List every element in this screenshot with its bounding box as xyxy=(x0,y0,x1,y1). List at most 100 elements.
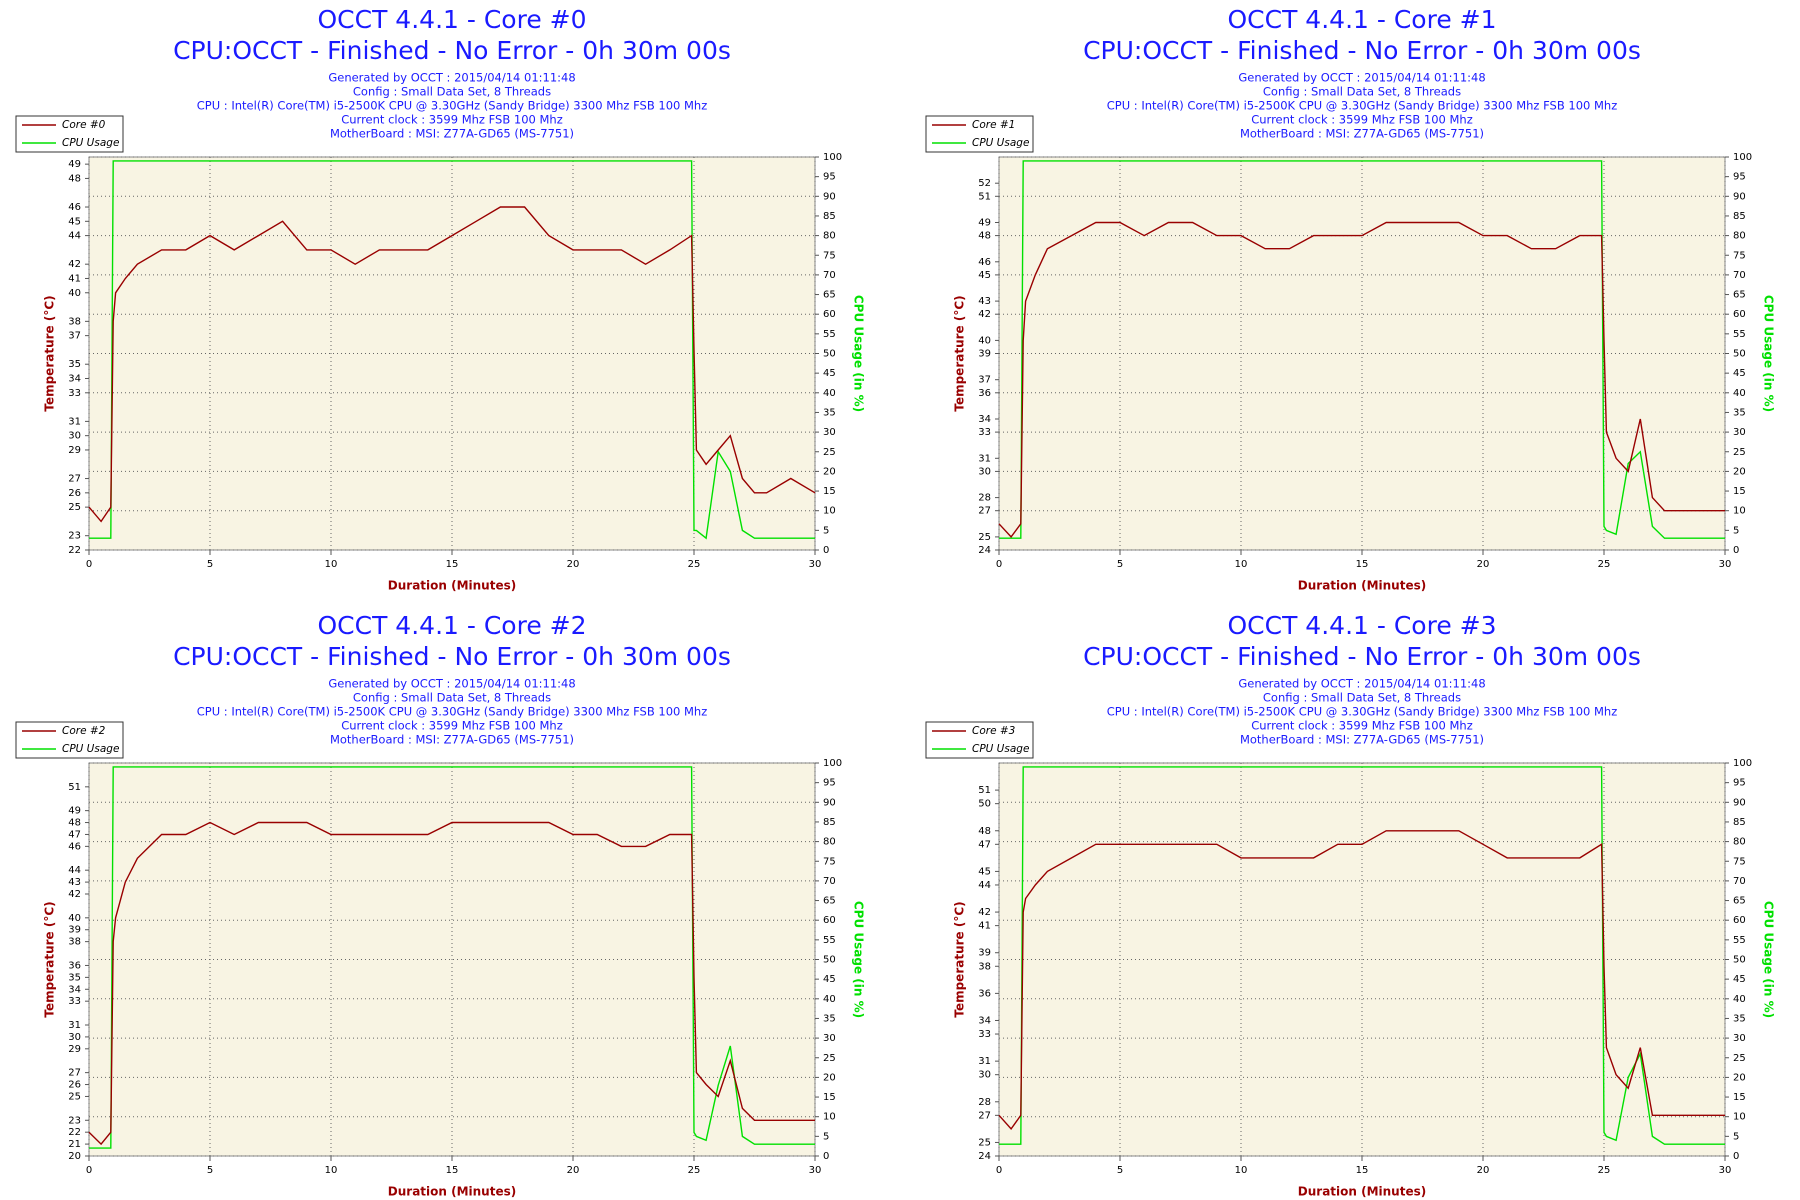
x-tick-label: 15 xyxy=(1356,1165,1369,1176)
y-tick-label: 40 xyxy=(978,335,991,346)
x-axis-label: Duration (Minutes) xyxy=(1298,579,1426,593)
y-tick-label: 28 xyxy=(978,1097,991,1108)
y-tick-label: 44 xyxy=(68,865,81,876)
y2-tick-label: 30 xyxy=(1733,1033,1746,1044)
x-tick-label: 20 xyxy=(1477,1165,1490,1176)
info-line: Generated by OCCT : 2015/04/14 01:11:48 xyxy=(328,677,575,691)
y-tick-label: 41 xyxy=(978,921,991,932)
y2-tick-label: 15 xyxy=(823,1092,836,1103)
y-tick-label: 45 xyxy=(978,270,991,281)
y-tick-label: 36 xyxy=(978,988,991,999)
series-line xyxy=(89,160,815,540)
y2-tick-label: 20 xyxy=(1733,466,1746,477)
y2-tick-label: 10 xyxy=(823,1112,836,1123)
y2-tick-label: 60 xyxy=(1733,309,1746,320)
y2-tick-label: 90 xyxy=(1733,191,1746,202)
x-tick-label: 15 xyxy=(446,559,459,570)
y-tick-label: 33 xyxy=(978,427,991,438)
x-tick-label: 25 xyxy=(688,559,701,570)
info-line: MotherBoard : MSI: Z77A-GD65 (MS-7751) xyxy=(330,733,574,747)
y-tick-label: 21 xyxy=(68,1139,81,1150)
y2-axis-label: CPU Usage (in %) xyxy=(1762,901,1776,1018)
y2-tick-label: 100 xyxy=(1733,152,1752,163)
x-tick-label: 15 xyxy=(446,1165,459,1176)
y2-tick-label: 60 xyxy=(823,915,836,926)
y2-tick-label: 35 xyxy=(1733,407,1746,418)
y2-tick-label: 20 xyxy=(823,466,836,477)
y-tick-label: 42 xyxy=(68,889,81,900)
y2-tick-label: 20 xyxy=(823,1072,836,1083)
y2-tick-label: 95 xyxy=(823,172,836,183)
y2-tick-label: 5 xyxy=(1733,525,1739,536)
y2-tick-label: 5 xyxy=(823,525,829,536)
y-tick-label: 51 xyxy=(68,782,81,793)
x-tick-label: 0 xyxy=(86,559,92,570)
y2-tick-label: 25 xyxy=(1733,447,1746,458)
y2-tick-label: 15 xyxy=(1733,1092,1746,1103)
y-tick-label: 42 xyxy=(978,907,991,918)
chart-subtitle: CPU:OCCT - Finished - No Error - 0h 30m … xyxy=(173,642,731,671)
series-line xyxy=(999,766,1725,1145)
y2-tick-label: 45 xyxy=(823,974,836,985)
y-tick-label: 47 xyxy=(978,839,991,850)
y2-tick-label: 80 xyxy=(823,837,836,848)
chart-title: OCCT 4.4.1 - Core #2 xyxy=(318,611,587,640)
x-tick-label: 15 xyxy=(1356,559,1369,570)
y-tick-label: 26 xyxy=(68,488,81,499)
y2-tick-label: 45 xyxy=(823,368,836,379)
y-tick-label: 48 xyxy=(68,818,81,829)
series-line xyxy=(88,206,816,523)
series-line xyxy=(999,160,1725,539)
y2-tick-label: 55 xyxy=(1733,329,1746,340)
y-tick-label: 37 xyxy=(978,375,991,386)
y-tick-label: 43 xyxy=(68,877,81,888)
y2-tick-label: 15 xyxy=(823,486,836,497)
y2-tick-label: 35 xyxy=(1733,1013,1746,1024)
y2-tick-label: 0 xyxy=(1733,1151,1739,1162)
y2-tick-label: 15 xyxy=(1733,486,1746,497)
y-tick-label: 48 xyxy=(978,826,991,837)
y2-tick-label: 75 xyxy=(823,250,836,261)
y-tick-label: 48 xyxy=(978,231,991,242)
legend-label: Core #0 xyxy=(62,119,106,131)
y-axis-label: Temperature (°C) xyxy=(43,901,57,1017)
y-tick-label: 25 xyxy=(978,532,991,543)
y-tick-label: 28 xyxy=(978,493,991,504)
y-tick-label: 27 xyxy=(68,1068,81,1079)
chart-title: OCCT 4.4.1 - Core #1 xyxy=(1228,5,1497,34)
y-tick-label: 33 xyxy=(68,388,81,399)
y2-tick-label: 55 xyxy=(823,935,836,946)
x-tick-label: 10 xyxy=(325,1165,338,1176)
y-tick-label: 45 xyxy=(68,216,81,227)
info-line: Generated by OCCT : 2015/04/14 01:11:48 xyxy=(1238,71,1485,85)
y-tick-label: 40 xyxy=(68,913,81,924)
y2-tick-label: 40 xyxy=(823,388,836,399)
x-tick-label: 10 xyxy=(1235,559,1248,570)
y2-tick-label: 85 xyxy=(823,817,836,828)
y2-tick-label: 0 xyxy=(1733,545,1739,556)
chart-subtitle: CPU:OCCT - Finished - No Error - 0h 30m … xyxy=(1083,642,1641,671)
x-tick-label: 25 xyxy=(1598,1165,1611,1176)
y-tick-label: 39 xyxy=(68,925,81,936)
y2-tick-label: 75 xyxy=(1733,250,1746,261)
y2-tick-label: 100 xyxy=(1733,758,1752,769)
y-tick-label: 46 xyxy=(68,841,81,852)
y-tick-label: 27 xyxy=(978,506,991,517)
y2-tick-label: 25 xyxy=(823,1053,836,1064)
y-tick-label: 33 xyxy=(978,1029,991,1040)
y-tick-label: 23 xyxy=(68,531,81,542)
y2-axis-label: CPU Usage (in %) xyxy=(1762,295,1776,412)
y-tick-label: 24 xyxy=(978,1151,991,1162)
y2-tick-label: 70 xyxy=(823,876,836,887)
y2-tick-label: 85 xyxy=(1733,211,1746,222)
y-tick-label: 34 xyxy=(978,414,991,425)
y-tick-label: 39 xyxy=(978,948,991,959)
y2-tick-label: 90 xyxy=(1733,797,1746,808)
y2-tick-label: 5 xyxy=(1733,1131,1739,1142)
x-axis-label: Duration (Minutes) xyxy=(388,579,516,593)
x-tick-label: 30 xyxy=(809,1165,822,1176)
y2-tick-label: 35 xyxy=(823,1013,836,1024)
y2-tick-label: 30 xyxy=(823,1033,836,1044)
